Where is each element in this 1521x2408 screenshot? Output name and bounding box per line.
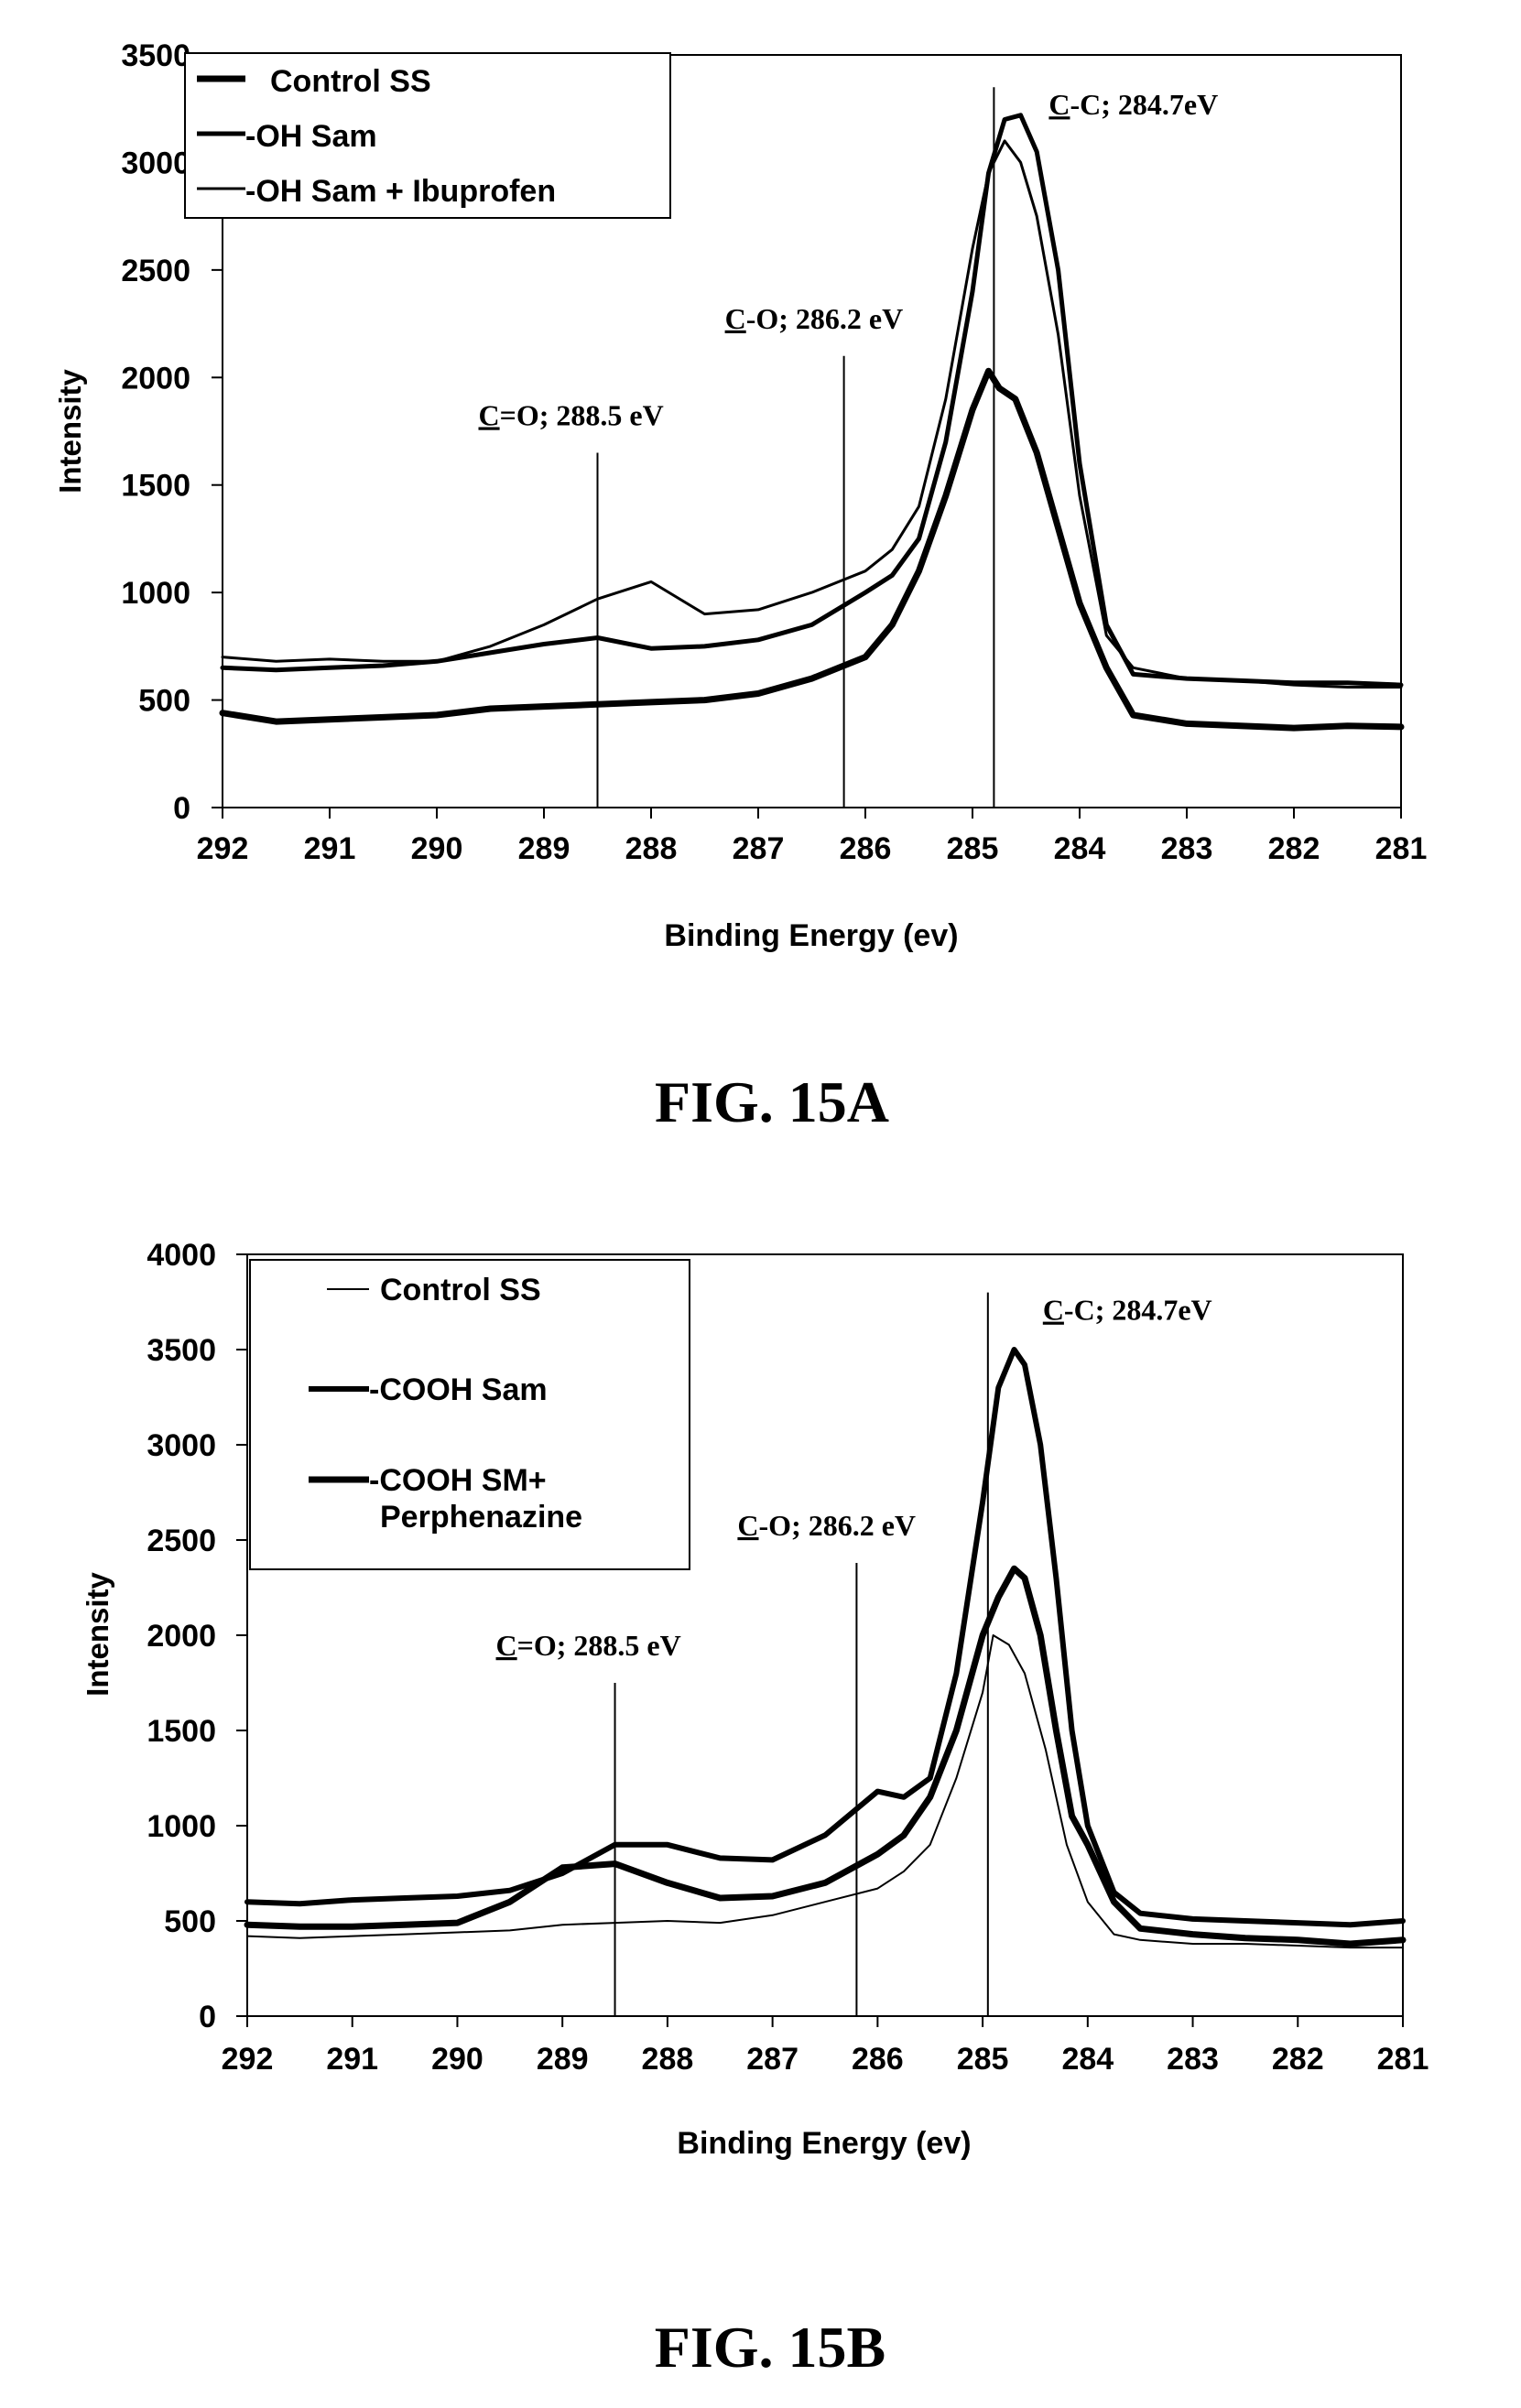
y-tick-label-b: 500 <box>164 1904 216 1939</box>
series-line-cooh-sm-perphenazine-b <box>247 1568 1403 1944</box>
x-tick-label-a: 281 <box>1375 831 1428 866</box>
x-tick-label-b: 292 <box>222 2042 274 2077</box>
x-axis-15a: 292 291 290 289 288 287 286 285 284 283 282 281 <box>197 808 1428 866</box>
x-tick-label-b: 281 <box>1377 2042 1429 2077</box>
series-line-oh-sam-ibuprofen-a <box>223 141 1401 688</box>
legend-label-oh-sam: -OH Sam <box>245 119 377 154</box>
x-tick-label-b: 288 <box>642 2042 694 2077</box>
annotation-text-a: =O; 288.5 eV <box>500 398 664 431</box>
y-tick-label-b: 1000 <box>147 1809 216 1844</box>
x-tick-label-b: 286 <box>852 2042 904 2077</box>
y-axis-15b: 0 500 1000 1500 2000 2500 3000 3500 4000 <box>147 1238 247 2034</box>
x-tick-label-b: 290 <box>431 2042 483 2077</box>
y-axis-label-15a: Intensity <box>53 369 87 494</box>
chart-15b: 05001000150020002500300035004000 2922912… <box>0 1172 1521 2408</box>
figure-label-15a: FIG. 15A <box>655 1069 889 1134</box>
y-tick-label-b: 2000 <box>147 1619 216 1654</box>
legend-label-cooh-sam: -COOH Sam <box>369 1372 548 1407</box>
legend-15b: Control SS -COOH Sam -COOH SM+ Perphenaz… <box>250 1260 690 1569</box>
y-tick-label-b: 2500 <box>147 1524 216 1558</box>
y-tick-label-a: 3000 <box>121 146 190 180</box>
annotation-underlined-b: C <box>737 1509 758 1542</box>
y-tick-label-b: 1500 <box>147 1714 216 1749</box>
annotation-label-b: C-C; 284.7eV <box>1043 1294 1212 1327</box>
x-tick-label-a: 285 <box>947 831 999 866</box>
annotation-text-b: -O; 286.2 eV <box>759 1509 917 1542</box>
y-tick-label-a: 500 <box>138 684 190 719</box>
y-tick-label-b: 0 <box>199 2000 216 2034</box>
x-tick-label-a: 292 <box>197 831 249 866</box>
x-tick-label-b: 284 <box>1061 2042 1114 2077</box>
x-tick-label-a: 289 <box>518 831 570 866</box>
x-tick-label-a: 282 <box>1268 831 1320 866</box>
legend-15a: Control SS -OH Sam -OH Sam + Ibuprofen <box>185 53 670 218</box>
y-tick-label-a: 0 <box>173 791 190 826</box>
x-tick-label-b: 287 <box>746 2042 799 2077</box>
annotation-underlined-b: C <box>1043 1294 1064 1327</box>
y-tick-label-a: 2500 <box>121 254 190 288</box>
x-tick-label-a: 283 <box>1161 831 1213 866</box>
x-tick-label-a: 284 <box>1054 831 1106 866</box>
annotation-underlined-a: C <box>1048 88 1070 121</box>
legend-label-cooh-perphenazine-line2: Perphenazine <box>380 1500 582 1535</box>
series-line-control-ss-a <box>223 371 1401 728</box>
annotation-label-a: C-O; 286.2 eV <box>725 302 904 335</box>
legend-label-control-ss-b: Control SS <box>380 1273 541 1307</box>
annotation-text-b: -C; 284.7eV <box>1064 1294 1212 1327</box>
x-tick-label-b: 289 <box>537 2042 589 2077</box>
annotation-text-a: -O; 286.2 eV <box>746 302 904 335</box>
series-line-control-ss-b <box>247 1635 1403 1947</box>
annotation-underlined-a: C <box>725 302 746 335</box>
annotation-underlined-b: C <box>496 1629 517 1662</box>
x-tick-label-b: 291 <box>326 2042 378 2077</box>
annotation-label-b: C-O; 286.2 eV <box>737 1509 916 1542</box>
y-tick-label-a: 1500 <box>121 469 190 504</box>
annotation-text-b: =O; 288.5 eV <box>517 1629 681 1662</box>
annotation-underlined-a: C <box>479 398 500 431</box>
x-tick-label-a: 290 <box>411 831 463 866</box>
y-tick-label-a: 3500 <box>121 38 190 73</box>
x-axis-label-15b: Binding Energy (ev) <box>677 2126 971 2161</box>
x-axis-15b: 292 291 290 289 288 287 286 285 284 283 282 281 <box>222 2016 1429 2077</box>
annotation-label-b: C=O; 288.5 eV <box>496 1629 681 1662</box>
y-tick-label-a: 1000 <box>121 576 190 611</box>
annotation-text-a: -C; 284.7eV <box>1070 88 1219 121</box>
annotation-label-a: C=O; 288.5 eV <box>479 398 664 431</box>
x-tick-label-a: 291 <box>304 831 356 866</box>
x-tick-label-a: 286 <box>840 831 892 866</box>
y-tick-label-b: 3000 <box>147 1428 216 1463</box>
x-axis-label-15a: Binding Energy (ev) <box>664 918 958 953</box>
y-tick-label-a: 2000 <box>121 361 190 396</box>
legend-label-oh-sam-ibuprofen: -OH Sam + Ibuprofen <box>245 174 556 209</box>
x-tick-label-b: 283 <box>1167 2042 1219 2077</box>
chart-15a: 0 500 1000 1500 2000 2500 3000 3500 292 291 290 28… <box>0 0 1521 1172</box>
x-tick-label-a: 287 <box>733 831 785 866</box>
x-tick-label-a: 288 <box>625 831 678 866</box>
legend-label-cooh-perphenazine-text: -COOH SM+ <box>369 1463 547 1498</box>
legend-label-control-ss: Control SS <box>270 64 431 99</box>
annotation-label-a: C-C; 284.7eV <box>1048 88 1218 121</box>
figure-label-15b: FIG. 15B <box>655 2315 885 2380</box>
y-tick-label-b: 4000 <box>147 1238 216 1273</box>
y-axis-label-15b: Intensity <box>81 1572 114 1697</box>
x-tick-label-b: 285 <box>957 2042 1009 2077</box>
y-tick-label-b: 3500 <box>147 1333 216 1368</box>
x-tick-label-b: 282 <box>1272 2042 1324 2077</box>
